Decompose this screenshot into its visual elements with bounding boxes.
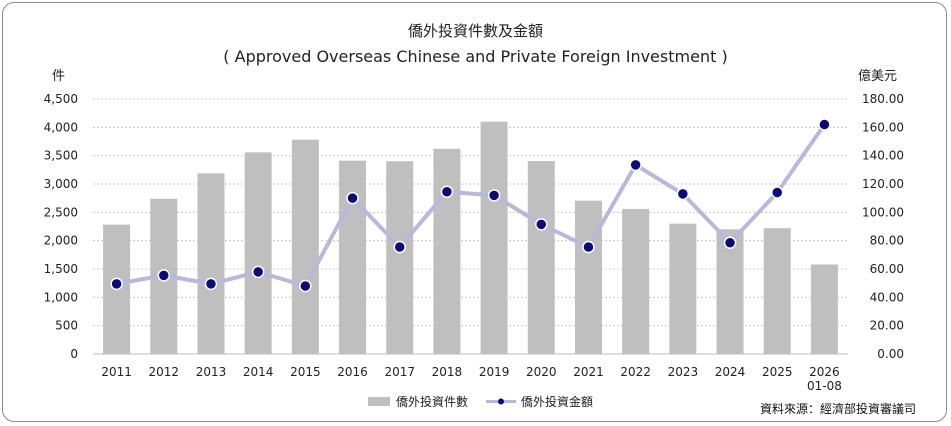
bar — [622, 208, 650, 354]
line-point — [346, 191, 359, 205]
legend-marker-line — [498, 398, 504, 405]
line-point — [770, 186, 784, 199]
line-point — [582, 240, 595, 254]
line-point — [393, 240, 406, 254]
right-tick-label: 40.00 — [870, 290, 904, 304]
line-path — [116, 123, 827, 288]
line-series — [110, 118, 831, 293]
right-tick-label: 0.00 — [877, 347, 904, 361]
line-point — [818, 118, 831, 131]
left-axis-unit: 件 — [52, 69, 66, 84]
left-tick-label: 1,000 — [44, 290, 78, 304]
bar — [339, 160, 367, 354]
x-tick-label: 2014 — [243, 365, 274, 379]
line-point — [299, 279, 312, 293]
x-tick-label: 2017 — [384, 365, 415, 379]
right-tick-label: 80.00 — [870, 234, 904, 248]
line-point — [676, 187, 690, 201]
right-tick-label: 60.00 — [870, 262, 904, 276]
x-tick-label: 2024 — [715, 365, 746, 379]
x-tick-label: 2018 — [432, 365, 463, 379]
bar — [763, 228, 791, 354]
x-tick-label: 2013 — [196, 365, 227, 379]
bar — [480, 121, 508, 355]
bar — [810, 264, 838, 354]
chart-title: 僑外投資件數及金額 — [407, 22, 543, 40]
bar — [574, 200, 602, 354]
right-tick-label: 160.00 — [862, 120, 904, 134]
x-tick-label: 2011 — [101, 365, 132, 379]
x-tick-label: 2023 — [668, 365, 699, 379]
x-tick-label: 2019 — [479, 365, 510, 379]
bar — [291, 139, 319, 354]
x-tick-label: 2025 — [762, 365, 793, 379]
left-tick-label: 3,000 — [44, 177, 78, 191]
left-tick-label: 3,500 — [44, 149, 78, 163]
axes: 0 500 1,000 1,500 2,000 2,500 3,000 3,500 4,000 4… — [44, 92, 904, 393]
x-tick-label: 2012 — [149, 365, 180, 379]
bar — [197, 173, 225, 354]
right-tick-label: 180.00 — [862, 92, 904, 106]
left-tick-label: 1,500 — [44, 262, 78, 276]
x-tick-label: 2015 — [290, 365, 321, 379]
chart-subtitle: ( Approved Overseas Chinese and Private … — [223, 47, 728, 66]
line-point — [723, 236, 737, 250]
x-tick-label: 2020 — [526, 365, 557, 379]
right-tick-label: 140.00 — [862, 149, 904, 163]
left-tick-label: 2,500 — [44, 205, 78, 219]
line-point — [251, 265, 265, 279]
bar — [669, 223, 697, 354]
x-tick-label: 2021 — [573, 365, 604, 379]
left-tick-label: 4,000 — [44, 120, 78, 134]
legend: 僑外投資件數 僑外投資金額 — [368, 394, 593, 409]
line-point — [110, 277, 123, 291]
line-point — [204, 277, 218, 291]
bar — [433, 148, 461, 354]
bar — [716, 229, 744, 354]
bar — [527, 160, 555, 354]
x-tick-label: 2016 — [337, 365, 368, 379]
legend-label-line: 僑外投資金額 — [521, 394, 593, 409]
right-axis-unit: 億美元 — [858, 69, 898, 84]
line-point — [487, 189, 501, 202]
source-note: 資料來源：經濟部投資審議司 — [760, 402, 917, 416]
left-tick-label: 0 — [70, 347, 78, 361]
x-tick-label: 2022 — [620, 365, 651, 379]
line-point — [157, 269, 171, 282]
right-tick-label: 20.00 — [870, 319, 904, 333]
line-point — [629, 158, 642, 172]
bar — [386, 161, 414, 354]
line-point — [535, 218, 548, 231]
left-tick-label: 4,500 — [44, 92, 78, 106]
x-tick-label: 2026 01-08 — [807, 365, 842, 393]
legend-label-bars: 僑外投資件數 — [396, 394, 468, 409]
right-tick-label: 120.00 — [862, 177, 904, 191]
left-tick-label: 500 — [55, 319, 78, 333]
bar — [244, 152, 272, 354]
left-tick-label: 2,000 — [44, 234, 78, 248]
line-point — [440, 185, 454, 199]
right-tick-label: 100.00 — [862, 205, 904, 219]
legend-swatch-bars — [368, 397, 390, 406]
